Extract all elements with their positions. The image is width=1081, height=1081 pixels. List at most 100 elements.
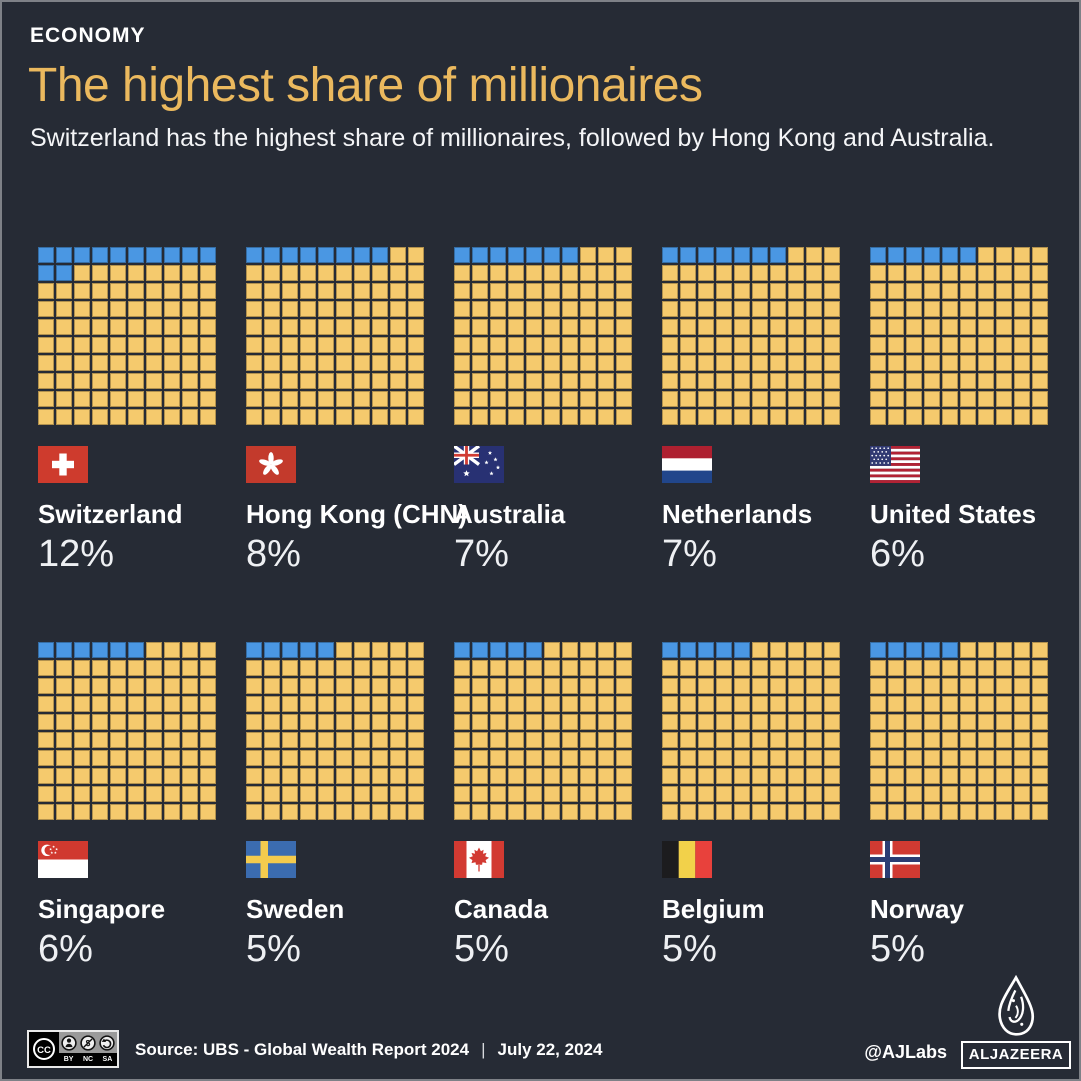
waffle-cell [870,355,886,371]
waffle-cell [508,804,524,820]
waffle-cell [38,732,54,748]
waffle-cell [318,768,334,784]
waffle-cell [598,265,614,281]
chart-card-canada: Canada 5% [454,642,632,971]
waffle-cell [616,696,632,712]
waffle-cell [770,768,786,784]
waffle-cell [906,660,922,676]
waffle-cell [698,247,714,263]
waffle-cell [870,301,886,317]
waffle-cell [806,373,822,389]
waffle-cell [870,247,886,263]
waffle-cell [92,660,108,676]
waffle-cell [924,732,940,748]
waffle-cell [1032,409,1048,425]
australia-flag-icon [452,444,504,483]
waffle-cell [508,696,524,712]
waffle-cell [526,804,542,820]
waffle-cell [200,247,216,263]
waffle-cell [752,391,768,407]
waffle-cell [960,319,976,335]
waffle-grid-sweden [246,642,424,820]
waffle-cell [146,319,162,335]
waffle-cell [616,768,632,784]
waffle-cell [978,804,994,820]
waffle-cell [246,301,262,317]
waffle-cell [146,301,162,317]
chart-card-netherlands: Netherlands 7% [662,247,840,576]
waffle-cell [906,301,922,317]
waffle-cell [282,265,298,281]
waffle-cell [472,786,488,802]
waffle-cell [38,247,54,263]
country-name: Norway [870,894,964,924]
waffle-cell [300,678,316,694]
waffle-cell [372,786,388,802]
waffle-cell [680,283,696,299]
waffle-cell [508,642,524,658]
waffle-cell [942,660,958,676]
waffle-cell [752,768,768,784]
waffle-cell [942,373,958,389]
waffle-cell [888,804,904,820]
waffle-cell [264,355,280,371]
waffle-cell [1014,678,1030,694]
waffle-cell [960,660,976,676]
waffle-cell [408,319,424,335]
waffle-cell [110,660,126,676]
waffle-cell [282,732,298,748]
waffle-cell [616,714,632,730]
waffle-cell [336,642,352,658]
waffle-cell [508,391,524,407]
waffle-cell [110,714,126,730]
waffle-cell [526,660,542,676]
waffle-cell [390,750,406,766]
waffle-cell [92,750,108,766]
waffle-cell [1014,355,1030,371]
waffle-cell [200,660,216,676]
waffle-cell [616,786,632,802]
waffle-cell [38,786,54,802]
waffle-cell [616,301,632,317]
waffle-cell [924,696,940,712]
waffle-cell [390,301,406,317]
waffle-cell [354,678,370,694]
waffle-cell [146,804,162,820]
waffle-cell [996,786,1012,802]
waffle-cell [200,409,216,425]
waffle-cell [146,283,162,299]
waffle-cell [734,642,750,658]
waffle-cell [408,804,424,820]
waffle-cell [770,696,786,712]
waffle-cell [752,283,768,299]
waffle-cell [472,732,488,748]
waffle-cell [996,337,1012,353]
waffle-cell [454,265,470,281]
waffle-cell [996,373,1012,389]
waffle-cell [164,337,180,353]
waffle-cell [390,642,406,658]
waffle-cell [996,391,1012,407]
waffle-cell [264,373,280,389]
waffle-cell [788,355,804,371]
waffle-cell [616,678,632,694]
waffle-cell [508,355,524,371]
waffle-cell [264,804,280,820]
waffle-cell [92,768,108,784]
waffle-cell [680,804,696,820]
waffle-cell [752,678,768,694]
chart-card-sweden: Sweden 5% [246,642,424,971]
waffle-cell [74,355,90,371]
waffle-cell [1032,355,1048,371]
waffle-cell [92,696,108,712]
waffle-cell [580,247,596,263]
aljazeera-flame-icon [998,975,1035,1036]
waffle-cell [824,804,840,820]
waffle-cell [38,319,54,335]
waffle-cell [752,786,768,802]
waffle-cell [942,750,958,766]
waffle-cell [318,714,334,730]
waffle-cell [824,283,840,299]
waffle-cell [454,750,470,766]
country-percent: 5% [454,928,509,970]
